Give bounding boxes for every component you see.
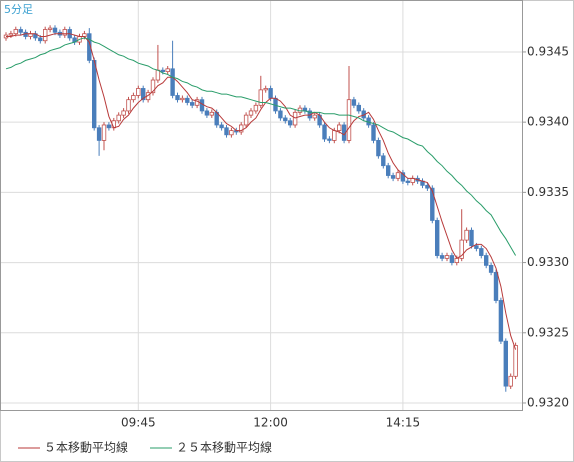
candle-body: [38, 37, 43, 42]
candle-body: [454, 257, 459, 263]
candle-body: [8, 33, 14, 36]
candle-body: [405, 180, 410, 183]
legend-label: ２５本移動平均線: [176, 440, 272, 455]
candle-body: [430, 187, 435, 221]
candle-body: [483, 255, 489, 266]
moving-average-line: [5, 37, 517, 256]
candle-body: [268, 88, 273, 99]
candle-body: [160, 69, 165, 73]
candle-body: [327, 138, 332, 141]
candle-body: [43, 29, 48, 42]
candle-body: [287, 120, 293, 126]
candle-body: [292, 111, 298, 126]
candle-body: [18, 29, 23, 33]
candle-body: [395, 172, 401, 179]
candle-body: [229, 130, 234, 136]
candle-body: [474, 245, 479, 249]
candle-body: [101, 124, 107, 141]
y-tick-label: 0.9345: [527, 44, 569, 58]
candle-body: [385, 165, 391, 176]
candle-body: [258, 89, 263, 106]
candle-body: [52, 27, 58, 33]
candle-body: [444, 255, 450, 259]
candle-body: [155, 69, 161, 81]
candle-body: [336, 124, 342, 131]
plot-border: [0, 0, 523, 411]
candle-body: [322, 124, 327, 140]
candle-body: [449, 255, 455, 263]
candle-body: [116, 114, 121, 122]
moving-average-line: [6, 33, 517, 350]
candle-body: [390, 175, 396, 179]
candle-body: [175, 95, 180, 101]
candle-body: [47, 27, 53, 30]
candle-body: [371, 124, 376, 141]
candle-body: [185, 97, 190, 103]
candle-body: [140, 88, 146, 101]
candle-body: [92, 59, 97, 129]
y-tick-label: 0.9325: [527, 325, 569, 339]
candle-body: [170, 68, 175, 96]
y-tick-label: 0.9340: [527, 115, 569, 129]
candle-body: [96, 127, 102, 141]
candle-body: [425, 184, 430, 189]
candle-body: [400, 172, 406, 182]
candle-body: [126, 99, 131, 112]
legend-label: ５本移動平均線: [44, 440, 128, 455]
candle-body: [356, 104, 361, 112]
candle-body: [503, 340, 508, 387]
candle-body: [278, 110, 283, 119]
candle-body: [332, 130, 337, 141]
candle-body: [165, 68, 170, 73]
candle-body: [479, 248, 484, 256]
candle-body: [199, 99, 205, 112]
candle-body: [13, 29, 18, 35]
candle-body: [381, 155, 386, 167]
candle-body: [493, 271, 499, 301]
candle-body: [508, 375, 513, 387]
candle-body: [253, 104, 259, 112]
x-tick-label: 09:45: [121, 416, 156, 430]
x-tick-label: 14:15: [386, 416, 421, 430]
candle-body: [376, 140, 381, 157]
candle-body: [263, 88, 268, 91]
candle-body: [121, 110, 126, 116]
candle-body: [439, 255, 445, 259]
candle-body: [488, 264, 494, 273]
candle-body: [513, 345, 518, 377]
candle-body: [459, 239, 464, 259]
candle-body: [204, 110, 210, 116]
candle-body: [346, 99, 352, 141]
y-tick-label: 0.9330: [527, 255, 569, 269]
x-tick-label: 12:00: [253, 416, 288, 430]
candle-body: [469, 229, 474, 247]
candle-body: [62, 29, 67, 36]
candle-body: [283, 117, 288, 122]
candle-body: [464, 229, 469, 241]
candle-body: [219, 124, 224, 129]
candle-body: [351, 99, 357, 106]
y-tick-label: 0.9335: [527, 185, 569, 199]
candle-body: [243, 114, 249, 126]
candle-body: [150, 79, 156, 94]
candle-body: [224, 127, 229, 136]
candle-body: [180, 97, 185, 101]
candle-body: [209, 111, 214, 116]
candle-body: [238, 124, 244, 133]
candle-body: [106, 124, 112, 129]
candle-body: [498, 300, 504, 342]
y-tick-label: 0.9320: [527, 395, 569, 409]
candle-body: [136, 88, 141, 96]
plot-area: [0, 0, 522, 410]
timeframe-label: 5分足: [4, 3, 33, 16]
candle-body: [131, 95, 136, 101]
candle-body: [312, 114, 317, 119]
candle-body: [248, 110, 254, 116]
candle-body: [189, 102, 195, 106]
candle-body: [434, 220, 440, 256]
